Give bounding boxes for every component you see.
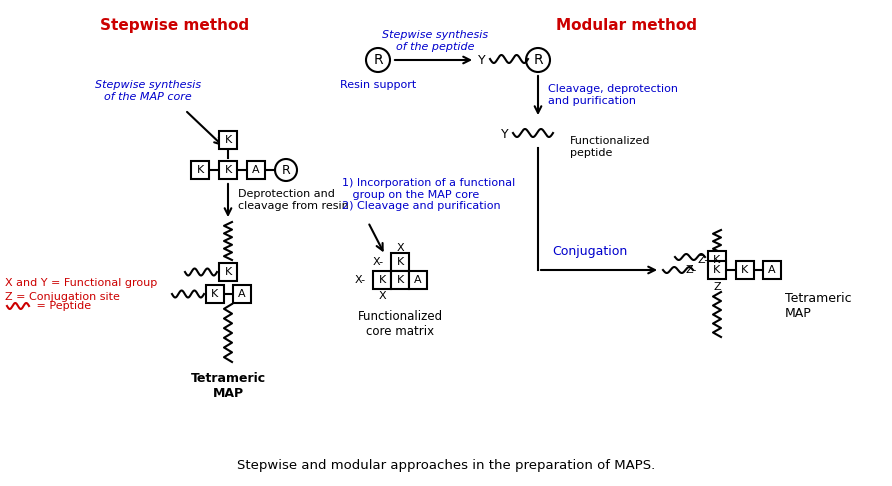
Text: A: A <box>414 275 422 285</box>
Text: X and Y = Functional group: X and Y = Functional group <box>5 278 157 288</box>
FancyBboxPatch shape <box>763 261 781 279</box>
Text: K: K <box>396 257 403 267</box>
FancyBboxPatch shape <box>191 161 209 179</box>
Text: Modular method: Modular method <box>557 18 698 33</box>
FancyBboxPatch shape <box>391 253 409 271</box>
Text: K: K <box>396 275 403 285</box>
Text: K: K <box>211 289 219 299</box>
Text: Stepwise and modular approaches in the preparation of MAPS.: Stepwise and modular approaches in the p… <box>237 458 655 471</box>
Text: K: K <box>225 267 232 277</box>
Text: K: K <box>225 135 232 145</box>
Text: K: K <box>225 165 232 175</box>
Text: Stepwise synthesis
of the peptide: Stepwise synthesis of the peptide <box>382 30 488 52</box>
Text: R: R <box>373 53 383 67</box>
FancyBboxPatch shape <box>708 251 726 269</box>
Text: A: A <box>768 265 776 275</box>
Text: K: K <box>714 265 721 275</box>
Text: Functionalized
peptide: Functionalized peptide <box>570 136 650 157</box>
Text: Resin support: Resin support <box>340 80 417 90</box>
Text: K: K <box>714 255 721 265</box>
FancyBboxPatch shape <box>219 263 237 281</box>
Text: K: K <box>741 265 748 275</box>
Text: X-: X- <box>355 275 366 285</box>
Text: Y: Y <box>501 127 508 140</box>
Text: Tetrameric
MAP: Tetrameric MAP <box>785 292 852 320</box>
Text: Z-: Z- <box>698 255 709 265</box>
FancyBboxPatch shape <box>409 271 427 289</box>
Text: = Peptide: = Peptide <box>33 301 91 311</box>
Text: Stepwise method: Stepwise method <box>101 18 250 33</box>
Text: Y: Y <box>478 53 486 67</box>
FancyBboxPatch shape <box>736 261 754 279</box>
FancyBboxPatch shape <box>219 131 237 149</box>
Text: X: X <box>378 291 386 301</box>
FancyBboxPatch shape <box>391 271 409 289</box>
Text: Functionalized
core matrix: Functionalized core matrix <box>358 310 442 338</box>
Text: K: K <box>196 165 203 175</box>
Text: Tetrameric
MAP: Tetrameric MAP <box>190 372 266 400</box>
FancyBboxPatch shape <box>233 285 251 303</box>
Text: A: A <box>238 289 246 299</box>
Text: X: X <box>396 243 404 253</box>
Text: X-: X- <box>373 257 384 267</box>
Text: Z = Conjugation site: Z = Conjugation site <box>5 292 120 302</box>
Text: Z-: Z- <box>686 265 697 275</box>
Text: R: R <box>282 163 291 176</box>
FancyBboxPatch shape <box>206 285 224 303</box>
Text: Z: Z <box>714 282 721 292</box>
Text: R: R <box>533 53 543 67</box>
Text: K: K <box>378 275 385 285</box>
Text: 1) Incorporation of a functional
   group on the MAP core
2) Cleavage and purifi: 1) Incorporation of a functional group o… <box>342 178 516 211</box>
FancyBboxPatch shape <box>373 271 391 289</box>
Text: Cleavage, deprotection
and purification: Cleavage, deprotection and purification <box>548 84 678 106</box>
FancyBboxPatch shape <box>219 161 237 179</box>
Text: Conjugation: Conjugation <box>552 245 628 258</box>
Text: Deprotection and
cleavage from resin: Deprotection and cleavage from resin <box>238 189 349 211</box>
Text: A: A <box>252 165 260 175</box>
FancyBboxPatch shape <box>247 161 265 179</box>
FancyBboxPatch shape <box>708 261 726 279</box>
Text: Stepwise synthesis
of the MAP core: Stepwise synthesis of the MAP core <box>95 80 201 102</box>
